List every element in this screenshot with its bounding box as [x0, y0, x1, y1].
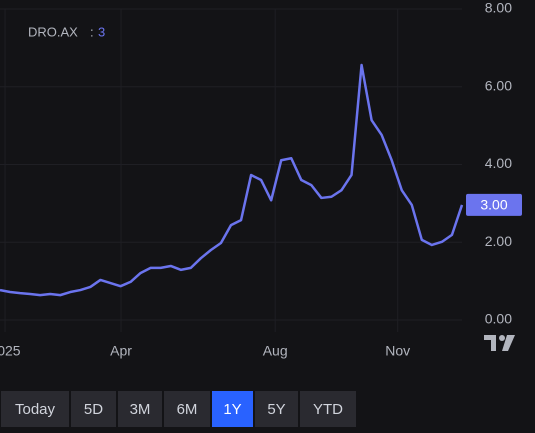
logo-v	[502, 335, 515, 351]
range-button-label[interactable]: 5Y	[267, 401, 285, 418]
range-button-label[interactable]: 3M	[130, 401, 151, 418]
range-button-label[interactable]: 5D	[84, 401, 103, 418]
range-button[interactable]	[164, 391, 210, 427]
logo-t	[484, 335, 496, 351]
range-button[interactable]	[300, 391, 356, 427]
range-button[interactable]	[118, 391, 162, 427]
x-tick-label: Nov	[385, 343, 410, 359]
range-button-label[interactable]: Today	[15, 401, 56, 418]
range-button-label[interactable]: YTD	[313, 401, 343, 418]
x-tick-label: Aug	[263, 343, 288, 359]
legend-value: 3	[98, 24, 105, 39]
legend-name: DRO.AX	[28, 24, 78, 39]
range-button[interactable]	[1, 391, 69, 427]
price-tag-label: 3.00	[480, 197, 507, 213]
range-button-label[interactable]: 6M	[177, 401, 198, 418]
y-tick-label: 4.00	[485, 155, 512, 171]
range-button[interactable]	[255, 391, 298, 427]
y-tick-label: 6.00	[485, 77, 512, 93]
y-tick-label: 0.00	[485, 311, 512, 327]
legend-separator: :	[90, 24, 94, 39]
price-tag	[466, 193, 522, 216]
logo-dot	[499, 335, 505, 341]
x-tick-label: 2025	[0, 343, 21, 359]
y-tick-label: 8.00	[485, 0, 512, 16]
x-tick-label: Apr	[110, 343, 132, 359]
legend: DRO.AX : 3	[28, 24, 105, 39]
tv-logo	[484, 335, 515, 351]
y-tick-label: 2.00	[485, 233, 512, 249]
price-line	[0, 63, 464, 297]
range-button[interactable]	[212, 391, 253, 427]
range-button-label[interactable]: 1Y	[223, 401, 241, 418]
range-button[interactable]	[71, 391, 116, 427]
